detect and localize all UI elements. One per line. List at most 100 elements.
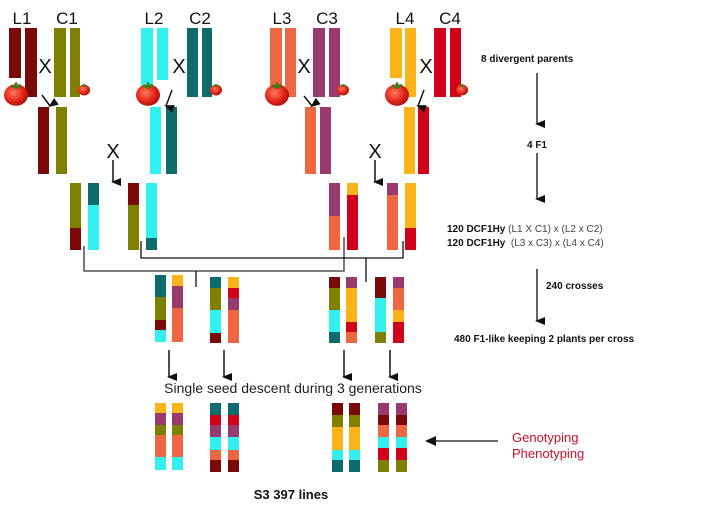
genotyping-label: Genotyping [512, 430, 579, 445]
tomato-icon [210, 83, 222, 96]
s3-line-chromosome-segment-dark-red [396, 415, 407, 425]
s3-line-chromosome-segment-coral [396, 425, 407, 437]
f1-chromosome-segment-coral [305, 107, 316, 174]
f1-chromosome-segment-olive [56, 107, 67, 174]
dcf1hy-chromosome-segment-cyan [88, 205, 99, 250]
f1-like-chromosome-segment-coral [228, 310, 239, 343]
tomato-icon [4, 82, 28, 106]
f1-like-chromosome-segment-purple [172, 286, 183, 308]
parent-chromosome-segment-teal [187, 28, 198, 97]
s3-line-chromosome-segment-orange [155, 403, 166, 413]
f1-like-chromosome-segment-coral [172, 308, 183, 342]
parent-label-l2: L2 [145, 9, 164, 28]
dcf1hy-chromosome-segment-orange [405, 183, 416, 228]
f1-chromosome-segment-teal [166, 107, 177, 174]
dcf1hy-chromosome-segment-olive [70, 183, 81, 228]
parent-chromosome-segment-cyan [141, 28, 153, 97]
s3-line-chromosome-segment-olive [155, 425, 166, 435]
s3-line-chromosome-segment-dark-red [332, 403, 343, 415]
parent-chromosome-segment-red [450, 28, 461, 97]
parent-chromosome-segment-dark-red [9, 28, 21, 78]
s3-line-chromosome-segment-coral [210, 450, 221, 460]
s3-line-chromosome-segment-orange [349, 427, 360, 450]
f1-like-chromosome-segment-cyan [155, 330, 166, 342]
parent-label-l1: L1 [13, 9, 32, 28]
s3-line-chromosome-segment-olive [396, 460, 407, 472]
s3-line-chromosome-segment-coral [378, 425, 389, 437]
s3-line-chromosome-segment-olive [349, 415, 360, 427]
cross-symbol: X [172, 56, 185, 78]
arrow-icon [41, 94, 59, 108]
dcf1hy-chromosome-segment-teal [88, 183, 99, 205]
f1-like-chromosome-segment-olive [375, 332, 386, 343]
s3-line-chromosome-segment-red [396, 448, 407, 460]
s3-line-chromosome-segment-olive [378, 460, 389, 472]
parent-chromosome-segment-olive [70, 28, 80, 97]
dcf1hy-chromosome-segment-olive [128, 205, 139, 250]
s3-line-chromosome-segment-coral [155, 435, 166, 457]
tomato-icon [337, 83, 349, 96]
s3-line-chromosome-segment-red [378, 448, 389, 460]
step-f1: 4 F1 [527, 140, 547, 151]
tomato-icon [265, 82, 289, 106]
arrow-icon [164, 89, 175, 113]
dcf1hy-chromosome-segment-coral [387, 195, 398, 250]
parent-label-c4: C4 [439, 9, 461, 28]
arrow-icon [416, 89, 427, 113]
dcf1hy-chromosome-segment-purple [387, 183, 398, 195]
f1-like-chromosome-segment-dark-red [329, 277, 340, 288]
cross-symbol: X [106, 141, 119, 163]
s3-line-chromosome-segment-teal [349, 460, 360, 472]
f1-like-chromosome-segment-coral [346, 332, 357, 343]
dcf1-b-crosses: (L3 x C3) x (L4 x C4) [505, 238, 603, 249]
parent-chromosome-segment-purple [329, 28, 340, 97]
step-crosses: 240 crosses [546, 281, 604, 292]
parent-chromosome-segment-orange [405, 28, 416, 97]
dcf1hy-chromosome-segment-dark-red [70, 228, 81, 250]
f1-like-chromosome-segment-orange [393, 310, 404, 322]
s3-line-chromosome-segment-teal [332, 460, 343, 472]
cross-connectors [83, 237, 404, 287]
f1-like-chromosome-segment-dark-red [210, 333, 221, 343]
dcf1-a-crosses: (L1 X C1) x (L2 x C2) [505, 224, 602, 235]
tomato-icon [136, 82, 160, 106]
f1-like-chromosome-segment-orange [346, 288, 357, 322]
arrow-icon [303, 95, 321, 108]
s3-line-chromosome-segment-cyan [172, 457, 183, 470]
f1-chromosome-segment-purple [320, 107, 331, 174]
s3-line-chromosome-segment-cyan [210, 437, 221, 450]
s3-line-chromosome-segment-purple [378, 403, 389, 415]
step-parents: 8 divergent parents [481, 54, 574, 65]
cross-symbol: X [38, 56, 51, 78]
s3-line-chromosome-segment-cyan [378, 437, 389, 448]
s3-line-chromosome-segment-purple [172, 413, 183, 425]
s3-line-chromosome-segment-dark-red [349, 403, 360, 415]
s3-line-chromosome-segment-cyan [349, 450, 360, 460]
f1-like-chromosome-segment-teal [329, 332, 340, 343]
s3-line-chromosome-segment-cyan [396, 437, 407, 448]
f1-like-chromosome-segment-dark-red [375, 277, 386, 298]
f1-like-chromosome-segment-teal [210, 277, 221, 288]
s3-line-chromosome-segment-olive [172, 425, 183, 435]
dcf1hy-chromosome-segment-teal [146, 238, 157, 250]
parent-chromosome-segment-coral [270, 28, 282, 97]
s3-line-chromosome-segment-purple [155, 413, 166, 425]
f1-like-chromosome-segment-orange [172, 275, 183, 286]
parent-chromosome-segment-orange [390, 28, 402, 78]
parent-label-c2: C2 [189, 9, 211, 28]
tomato-icon [385, 82, 409, 106]
f1-like-chromosome-segment-coral [393, 288, 404, 310]
f1-like-chromosome-segment-orange [228, 277, 239, 288]
dcf1hy-chromosome-segment-purple [329, 183, 340, 216]
s3-line-chromosome-segment-red [228, 415, 239, 425]
step-dcf1-b: 120 DCF1Hy (L3 x C3) x (L4 x C4) [447, 238, 604, 249]
f1-chromosome-segment-orange [404, 107, 415, 174]
f1-like-chromosome-segment-cyan [329, 310, 340, 332]
s3-line-chromosome-segment-olive [332, 415, 343, 427]
step-f1-like: 480 F1-like keeping 2 plants per cross [454, 334, 635, 345]
ssd-label: Single seed descent during 3 generations [164, 380, 422, 396]
s3-line-chromosome-segment-orange [332, 427, 343, 450]
cross-symbol: X [368, 141, 381, 163]
dcf1hy-chromosome-segment-cyan [146, 183, 157, 238]
